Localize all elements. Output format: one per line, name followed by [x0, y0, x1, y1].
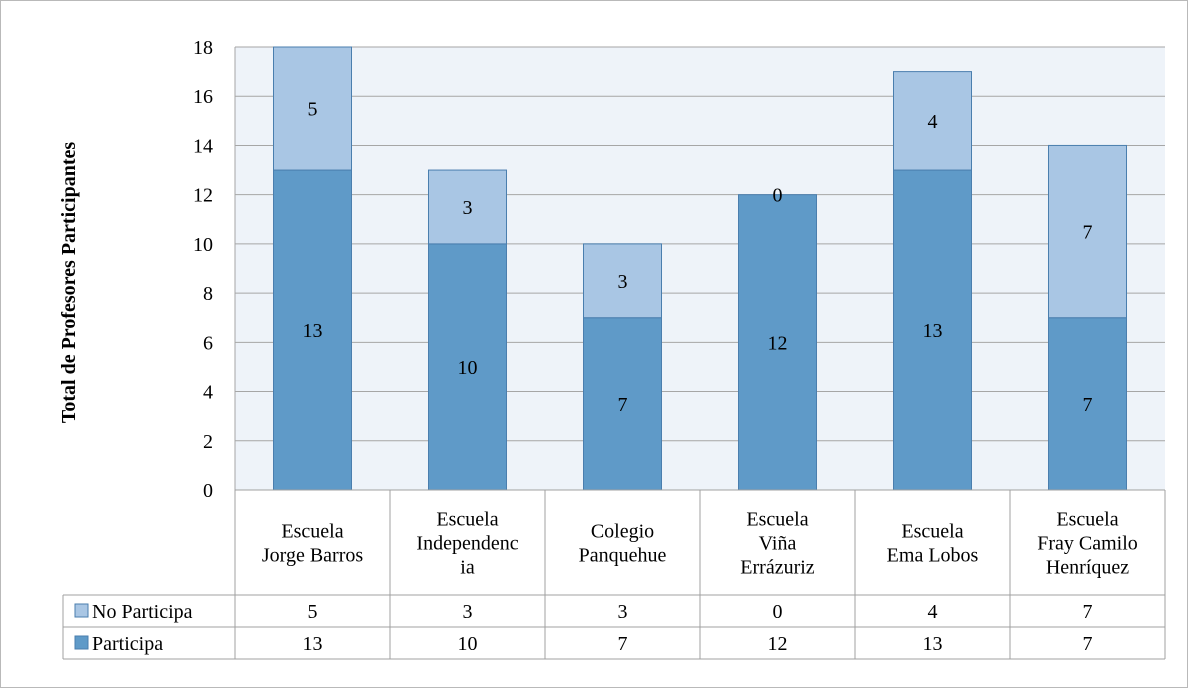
category-label: Fray Camilo — [1037, 533, 1138, 555]
y-tick-label: 2 — [203, 431, 213, 453]
bar-no-participa — [583, 243, 662, 319]
category-label: Escuela — [746, 509, 808, 531]
bar-no-participa — [1048, 144, 1127, 319]
data-label-no-participa: 5 — [308, 99, 318, 121]
category-label: Colegio — [591, 521, 654, 543]
table-value: 0 — [773, 601, 783, 623]
data-label-participa: 7 — [1083, 394, 1093, 416]
table-value: 7 — [1083, 633, 1093, 655]
table-value: 13 — [303, 633, 323, 655]
category-label: Independenc — [416, 533, 518, 555]
table-value: 13 — [923, 633, 943, 655]
bar-no-participa — [428, 169, 507, 245]
table-value: 4 — [928, 601, 938, 623]
table-value: 7 — [1083, 601, 1093, 623]
data-label-participa: 12 — [768, 332, 788, 354]
y-tick-label: 12 — [193, 185, 213, 207]
legend-key — [74, 603, 89, 618]
y-tick-label: 16 — [193, 86, 213, 108]
data-label-participa: 7 — [618, 394, 628, 416]
table-value: 12 — [768, 633, 788, 655]
data-label-participa: 13 — [923, 320, 943, 342]
data-label-participa: 10 — [458, 357, 478, 379]
y-axis-title: Total de Profesores Participantes — [58, 142, 80, 423]
category-label: ia — [460, 557, 475, 579]
table-value: 3 — [463, 601, 473, 623]
category-label: Escuela — [436, 509, 498, 531]
category-label: Escuela — [1056, 509, 1118, 531]
category-label: Ema Lobos — [887, 545, 979, 567]
plot-area — [235, 47, 1165, 490]
bar-no-participa — [893, 71, 972, 171]
table-value: 3 — [618, 601, 628, 623]
y-tick-label: 6 — [203, 332, 213, 354]
table-value: 5 — [308, 601, 318, 623]
legend-key — [74, 635, 89, 650]
y-tick-label: 14 — [193, 135, 213, 157]
bar-participa — [1048, 317, 1127, 491]
category-label: Escuela — [901, 521, 963, 543]
bar-participa — [583, 317, 662, 491]
data-label-no-participa: 0 — [773, 185, 783, 207]
bar-no-participa — [273, 46, 352, 171]
y-tick-label: 0 — [203, 480, 213, 502]
legend-label: No Participa — [92, 601, 193, 623]
data-label-no-participa: 3 — [463, 197, 473, 219]
category-label: Escuela — [281, 521, 343, 543]
table-value: 10 — [458, 633, 478, 655]
data-label-no-participa: 4 — [928, 111, 938, 133]
legend-label: Participa — [92, 633, 163, 655]
y-tick-label: 10 — [193, 234, 213, 256]
y-tick-label: 8 — [203, 283, 213, 305]
y-tick-label: 18 — [193, 37, 213, 59]
bar-participa — [893, 169, 972, 491]
category-label: Henríquez — [1046, 557, 1129, 579]
category-label: Jorge Barros — [262, 545, 363, 567]
category-label: Errázuriz — [740, 557, 815, 579]
y-tick-label: 4 — [203, 382, 213, 404]
category-label: Panquehue — [579, 545, 667, 567]
category-label: Viña — [759, 533, 797, 555]
data-label-no-participa: 3 — [618, 271, 628, 293]
table-value: 7 — [618, 633, 628, 655]
bar-participa — [738, 194, 817, 491]
data-label-participa: 13 — [303, 320, 323, 342]
data-label-no-participa: 7 — [1083, 222, 1093, 244]
